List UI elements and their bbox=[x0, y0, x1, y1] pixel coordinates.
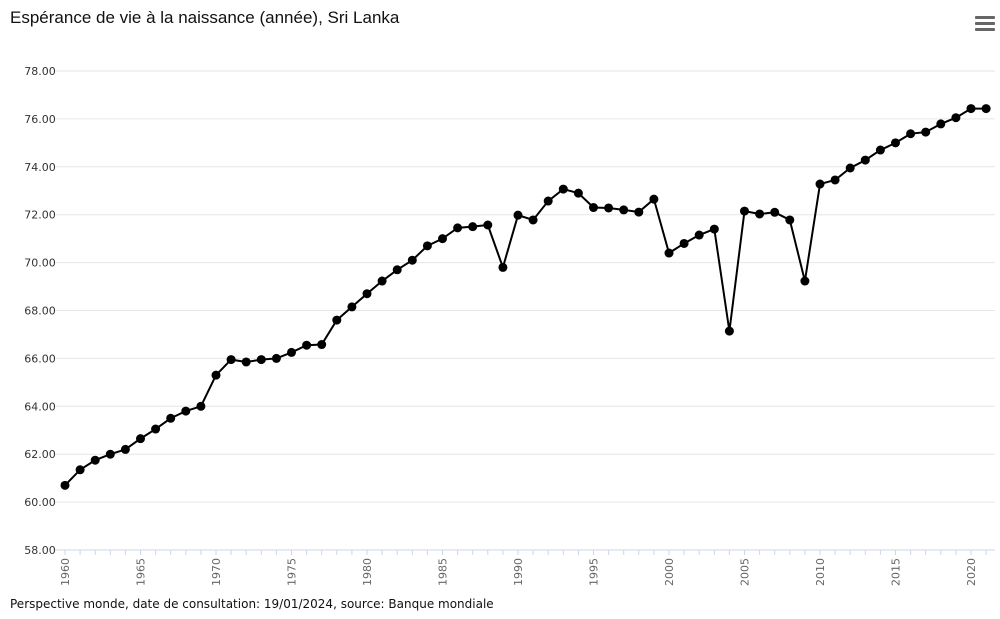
x-axis: 1960 1965 1970 1975 1980 1985 1990 1995 2000 2005… bbox=[59, 550, 987, 586]
y-tick-label: 60.00 bbox=[24, 496, 56, 509]
y-tick-label: 70.00 bbox=[24, 257, 56, 270]
data-point bbox=[604, 203, 614, 213]
data-point bbox=[362, 289, 372, 299]
x-tick-label: 1960 bbox=[59, 558, 72, 586]
data-point bbox=[136, 434, 145, 444]
data-point bbox=[483, 220, 493, 230]
data-point bbox=[196, 401, 206, 411]
y-tick-label: 66.00 bbox=[24, 352, 56, 365]
y-tick-label: 58.00 bbox=[24, 544, 56, 557]
data-point bbox=[166, 413, 176, 423]
data-point bbox=[377, 276, 387, 286]
data-point bbox=[438, 234, 447, 244]
y-tick-label: 74.00 bbox=[24, 161, 56, 174]
data-point bbox=[256, 355, 266, 365]
data-point bbox=[860, 155, 870, 165]
data-point bbox=[981, 104, 991, 114]
data-point bbox=[347, 302, 357, 312]
data-point bbox=[271, 353, 281, 363]
x-tick-label: 1975 bbox=[286, 558, 299, 586]
data-point bbox=[392, 265, 402, 275]
y-tick-label: 72.00 bbox=[24, 209, 56, 222]
data-point bbox=[785, 215, 795, 225]
data-point bbox=[875, 145, 885, 155]
data-point bbox=[589, 203, 598, 213]
hamburger-menu-icon[interactable] bbox=[975, 16, 995, 32]
x-tick-label: 1970 bbox=[210, 558, 223, 586]
x-tick-label: 1995 bbox=[588, 558, 601, 586]
x-tick-label: 2005 bbox=[739, 558, 752, 586]
y-tick-label: 76.00 bbox=[24, 113, 56, 126]
data-point bbox=[694, 230, 704, 240]
x-tick-label: 1980 bbox=[361, 558, 374, 586]
data-point bbox=[105, 449, 115, 459]
data-point bbox=[211, 370, 221, 380]
data-point bbox=[317, 340, 327, 350]
data-point bbox=[845, 163, 855, 173]
y-tick-label: 78.00 bbox=[24, 65, 56, 78]
y-tick-label: 62.00 bbox=[24, 448, 56, 461]
chart-title: Espérance de vie à la naissance (année),… bbox=[10, 8, 400, 27]
data-point bbox=[619, 205, 629, 215]
data-point bbox=[543, 196, 553, 206]
data-point bbox=[407, 255, 417, 265]
x-tick-label: 2000 bbox=[663, 558, 676, 586]
data-point bbox=[287, 347, 296, 357]
x-tick-label: 1965 bbox=[135, 558, 148, 586]
data-point bbox=[664, 248, 674, 258]
data-point bbox=[770, 207, 780, 217]
data-point bbox=[60, 480, 70, 490]
data-point bbox=[302, 340, 312, 350]
data-point bbox=[513, 210, 523, 220]
x-tick-label: 1985 bbox=[437, 558, 450, 586]
data-point bbox=[709, 224, 719, 234]
x-tick-label: 2020 bbox=[965, 558, 978, 586]
data-point bbox=[906, 129, 916, 139]
data-point bbox=[800, 276, 810, 286]
data-point bbox=[241, 357, 251, 367]
data-point bbox=[120, 444, 130, 454]
data-point bbox=[755, 209, 765, 219]
y-tick-label: 68.00 bbox=[24, 305, 56, 318]
data-point bbox=[966, 104, 976, 114]
data-point bbox=[453, 223, 463, 233]
data-point bbox=[649, 194, 659, 204]
data-point bbox=[724, 326, 734, 336]
data-point bbox=[815, 179, 825, 189]
x-tick-label: 2015 bbox=[890, 558, 903, 586]
data-point bbox=[740, 206, 749, 216]
x-tick-label: 1990 bbox=[512, 558, 525, 586]
data-point bbox=[468, 222, 478, 232]
data-point bbox=[422, 241, 432, 251]
data-point bbox=[830, 175, 840, 185]
data-point bbox=[498, 262, 508, 272]
gridlines bbox=[55, 70, 995, 551]
data-point bbox=[891, 138, 900, 148]
data-point bbox=[558, 184, 568, 194]
data-point bbox=[921, 127, 931, 137]
data-point bbox=[936, 119, 946, 129]
data-point bbox=[951, 113, 961, 123]
data-point bbox=[528, 215, 538, 225]
source-footer: Perspective monde, date de consultation:… bbox=[10, 597, 494, 611]
series-sri-lanka bbox=[60, 104, 991, 490]
data-point bbox=[151, 424, 161, 434]
data-point bbox=[573, 188, 583, 198]
data-point bbox=[634, 207, 644, 217]
y-tick-label: 64.00 bbox=[24, 400, 56, 413]
data-point bbox=[679, 238, 689, 248]
data-point bbox=[332, 315, 342, 325]
y-axis: 58.00 60.00 62.00 64.00 66.00 68.00 70.00 72.00… bbox=[24, 65, 56, 557]
x-tick-label: 2010 bbox=[814, 558, 827, 586]
data-point bbox=[226, 355, 236, 365]
data-point bbox=[181, 406, 191, 416]
data-point bbox=[90, 455, 100, 465]
data-point bbox=[75, 465, 85, 475]
